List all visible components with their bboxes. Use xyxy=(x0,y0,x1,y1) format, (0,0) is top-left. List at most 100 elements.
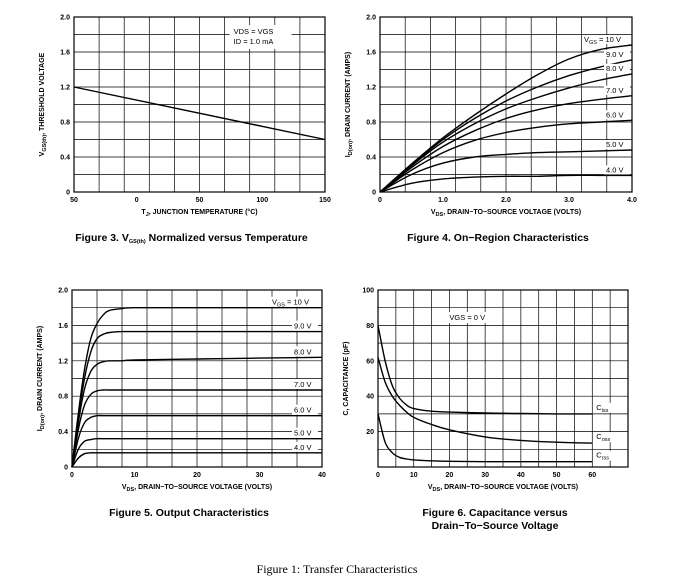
series-label-bg xyxy=(595,432,616,443)
series-line xyxy=(379,73,633,193)
series-label: 5.0 V xyxy=(606,140,624,149)
series-label-bg xyxy=(595,450,616,461)
x-tick-label: 4.0 xyxy=(627,197,637,204)
y-axis-label: ID(on), DRAIN CURRENT (AMPS) xyxy=(345,52,354,157)
x-tick-label: 0 xyxy=(378,197,382,204)
series-label-bg xyxy=(292,427,318,438)
series-label-bg xyxy=(604,63,630,73)
x-tick-label: 30 xyxy=(481,472,489,479)
series-label: 4.0 V xyxy=(294,443,312,452)
series-line xyxy=(71,330,322,468)
series-label: VGS = 10 V xyxy=(584,35,621,46)
x-tick-label: 0 xyxy=(376,472,380,479)
x-tick-label: 30 xyxy=(256,472,264,479)
figure-title: Figure 3. VGS(th) Normalized versus Temp… xyxy=(75,232,308,245)
series-line xyxy=(379,119,633,193)
series-label-bg xyxy=(604,85,630,95)
condition-vds: VDS = VGS xyxy=(234,27,274,36)
series-line xyxy=(377,413,593,463)
x-tick-label: 2.0 xyxy=(501,197,511,204)
series-line xyxy=(379,59,633,193)
y-tick-label: 2.0 xyxy=(58,288,68,295)
series-label: 6.0 V xyxy=(606,110,624,119)
series-label-bg xyxy=(604,49,630,59)
series-label: 8.0 V xyxy=(294,347,312,356)
series-label: 9.0 V xyxy=(606,50,624,59)
x-tick-label: 1.0 xyxy=(438,197,448,204)
x-axis-label: VDS, DRAIN−TO−SOURCE VOLTAGE (VOLTS) xyxy=(428,484,578,493)
y-tick-label: 1.6 xyxy=(58,323,68,330)
figure-title: Figure 6. Capacitance versus xyxy=(422,507,567,519)
y-tick-label: 2.0 xyxy=(60,15,70,22)
x-tick-label: 0 xyxy=(70,472,74,479)
y-tick-label: 1.2 xyxy=(60,85,70,92)
y-axis-label: VGS(th), THRESHOLD VOLTAGE xyxy=(39,52,48,156)
plot-frame xyxy=(379,16,633,193)
series-line xyxy=(379,174,632,193)
figure-title-line2: Drain−To−Source Voltage xyxy=(432,520,559,532)
series-label-bg xyxy=(604,165,630,175)
y-tick-label: 1.2 xyxy=(366,85,376,92)
x-tick-label: 100 xyxy=(256,197,268,204)
x-tick-label: 50 xyxy=(553,472,561,479)
series-label: 6.0 V xyxy=(294,406,312,415)
series-line xyxy=(71,452,322,468)
y-tick-label: 0 xyxy=(66,190,70,197)
y-tick-label: 40 xyxy=(366,394,374,401)
series-label-bg xyxy=(582,35,604,44)
series-label: 8.0 V xyxy=(606,64,624,73)
series-label-bg xyxy=(292,379,318,390)
y-tick-label: 0.8 xyxy=(60,120,70,127)
series-line xyxy=(71,356,323,468)
series-label-bg xyxy=(604,35,630,44)
series-label: Coss xyxy=(596,432,610,443)
series-line xyxy=(71,437,322,468)
x-tick-label: 0 xyxy=(135,197,139,204)
y-tick-label: 1.6 xyxy=(366,50,376,57)
series-label: 4.0 V xyxy=(606,165,624,174)
series-line xyxy=(377,325,593,415)
series-line xyxy=(71,306,322,468)
series-label-bg xyxy=(604,110,630,120)
y-tick-label: 2.0 xyxy=(366,15,376,22)
series-label-bg xyxy=(595,402,616,413)
figure-title: Figure 4. On−Region Characteristics xyxy=(407,232,589,244)
condition-vgs: VGS = 0 V xyxy=(449,313,485,322)
x-tick-label: 150 xyxy=(319,197,331,204)
series-label-bg xyxy=(292,404,318,415)
chart-fig4: 0 0.4 0.8 1.2 1.6 2.0 0 1.0 2.0 3.0 4.0 VDS, DRAIN−… xyxy=(345,15,637,245)
series-label: Crss xyxy=(596,451,609,462)
y-tick-label: 80 xyxy=(366,323,374,330)
y-tick-label: 0.8 xyxy=(58,394,68,401)
y-tick-label: 0 xyxy=(372,190,376,197)
series-label: Ciss xyxy=(596,403,608,414)
x-tick-label: 20 xyxy=(446,472,454,479)
y-tick-label: 0 xyxy=(64,465,68,472)
y-axis-label: C, CAPACITANCE (pF) xyxy=(343,341,350,415)
y-axis-label: ID(on), DRAIN CURRENT (AMPS) xyxy=(37,326,46,431)
x-tick-label: 20 xyxy=(193,472,201,479)
x-tick-label: 60 xyxy=(588,472,596,479)
series-label-bg xyxy=(270,296,320,307)
plot-frame xyxy=(377,289,629,468)
y-tick-label: 0.8 xyxy=(366,120,376,127)
y-tick-label: 20 xyxy=(366,429,374,436)
condition-box xyxy=(229,25,292,49)
series-label-bg xyxy=(292,441,318,452)
series-label: 7.0 V xyxy=(606,86,624,95)
series-label-bg xyxy=(604,140,630,149)
series-line xyxy=(71,389,322,468)
x-axis-label: VDS, DRAIN−TO−SOURCE VOLTAGE (VOLTS) xyxy=(431,209,581,218)
y-tick-label: 1.2 xyxy=(58,358,68,365)
plot-frame xyxy=(73,16,326,193)
x-tick-label: 50 xyxy=(70,197,78,204)
series-line xyxy=(379,95,633,193)
y-tick-label: 100 xyxy=(362,288,374,295)
y-tick-label: 0.4 xyxy=(58,429,68,436)
figure-title: Figure 5. Output Characteristics xyxy=(109,507,269,519)
series-line xyxy=(377,357,593,444)
series-label: VGS = 10 V xyxy=(272,298,309,309)
y-tick-label: 1.6 xyxy=(60,50,70,57)
plot-frame xyxy=(71,289,323,468)
